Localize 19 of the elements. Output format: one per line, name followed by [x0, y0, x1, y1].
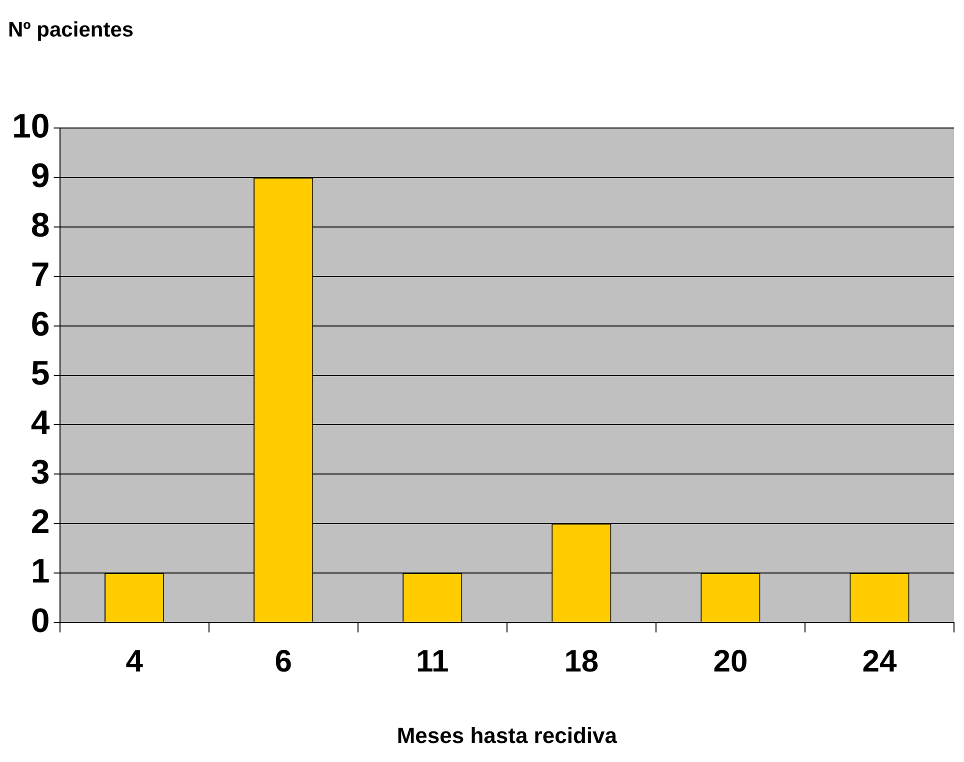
x-tick-label: 24 [862, 644, 898, 679]
y-axis-title: Nº pacientes [8, 18, 134, 42]
y-tick-label: 1 [30, 552, 50, 590]
y-tick-label: 3 [30, 454, 50, 492]
x-tick-label: 18 [564, 644, 599, 679]
y-tick-label: 8 [30, 206, 50, 244]
x-tick-label: 4 [126, 644, 144, 679]
y-tick-label: 10 [12, 108, 50, 146]
y-tick-label: 9 [30, 156, 50, 195]
y-tick-label: 4 [30, 404, 50, 442]
y-tick-label: 2 [30, 502, 50, 541]
x-tick-label: 11 [416, 644, 449, 679]
y-tick-label: 0 [30, 602, 50, 640]
x-tick-label: 6 [274, 644, 292, 679]
y-tick-label: 5 [30, 354, 50, 393]
x-tick-label: 20 [713, 644, 748, 679]
y-tick-label: 7 [30, 256, 50, 294]
x-axis-title: Meses hasta recidiva [396, 722, 618, 748]
y-tick-label: 6 [30, 305, 50, 344]
